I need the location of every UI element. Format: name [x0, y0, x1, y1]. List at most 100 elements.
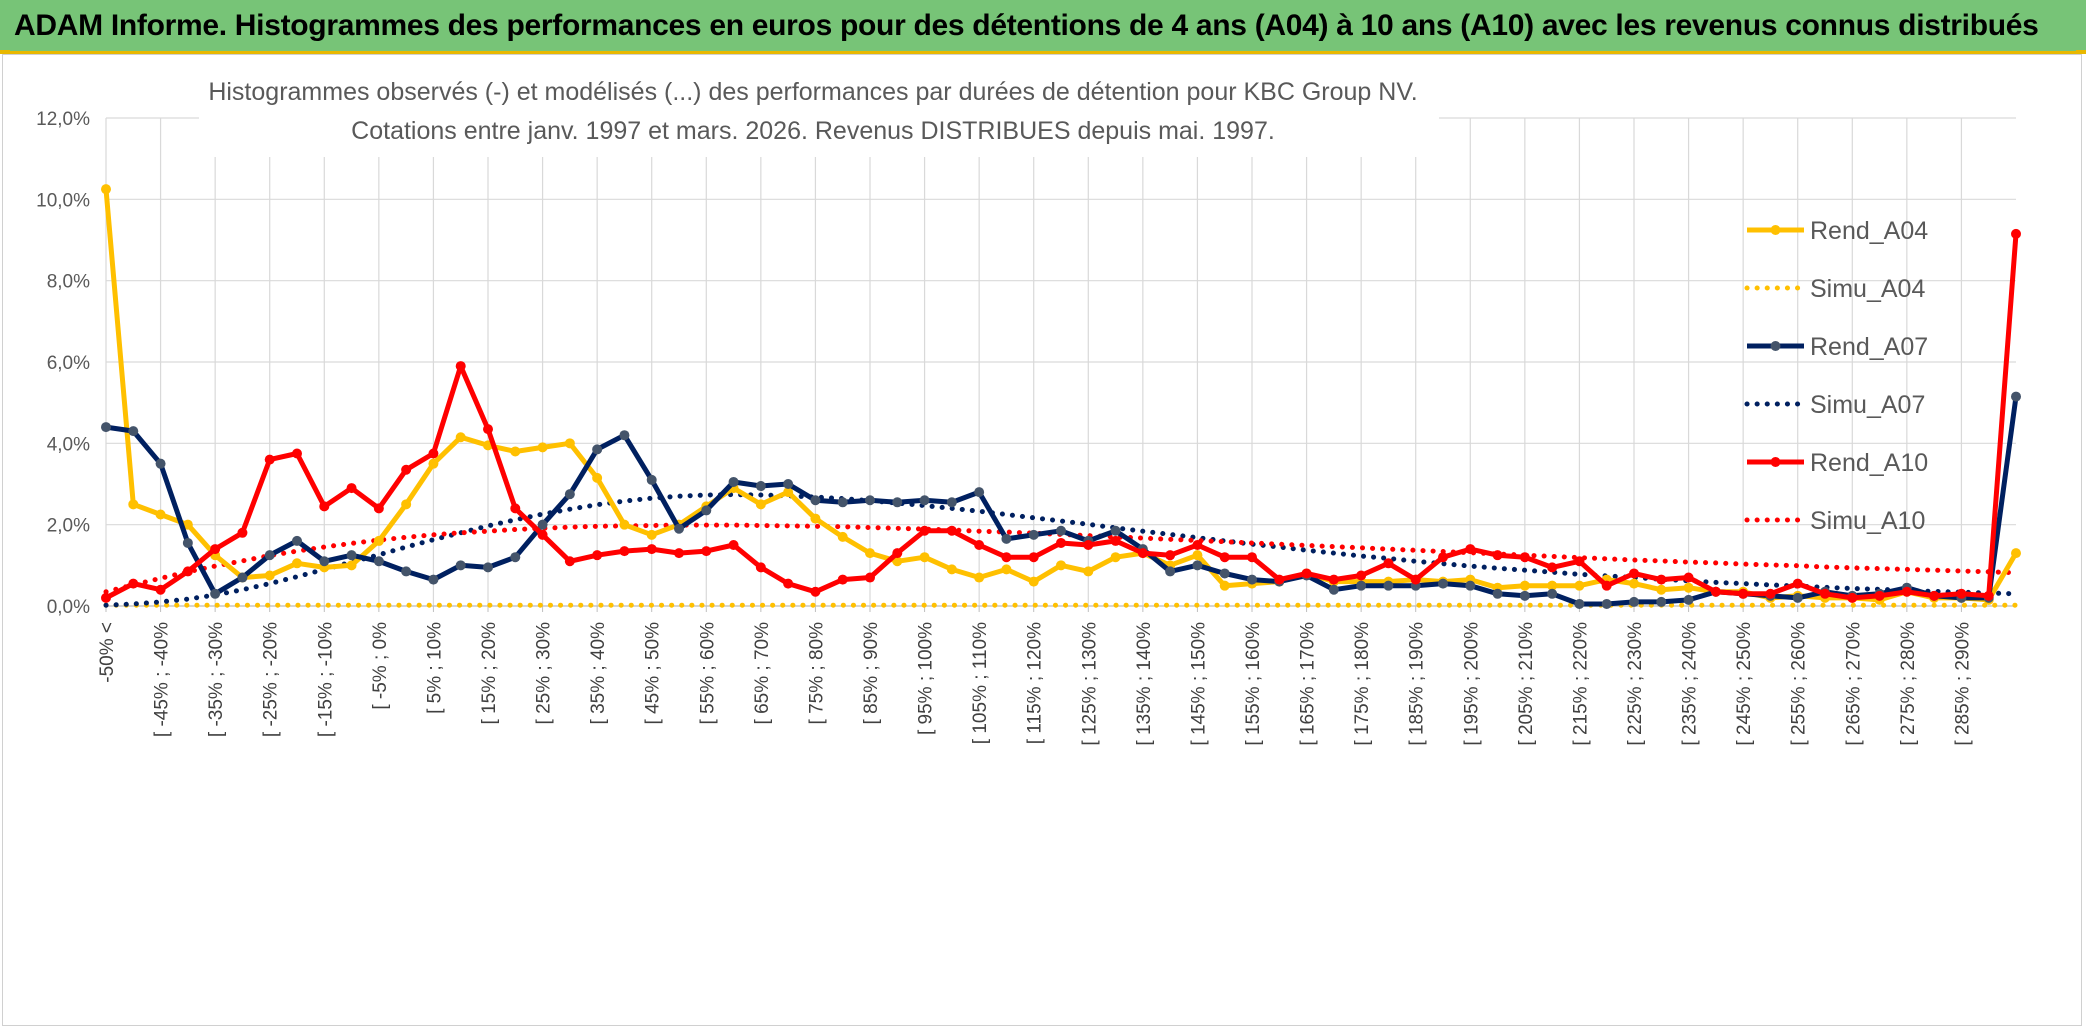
- data-point-rend-a04: [1192, 550, 1203, 561]
- data-point-rend-a04: [101, 184, 111, 195]
- data-point-rend-a10: [1247, 552, 1257, 563]
- x-tick-label: [ 185% ; 190%: [1407, 622, 1428, 746]
- data-point-rend-a10: [728, 540, 739, 550]
- data-point-rend-a07: [592, 444, 603, 455]
- data-point-rend-a04: [264, 570, 275, 581]
- data-point-rend-a04: [401, 499, 412, 510]
- x-tick-label: [ 105% ; 110%: [970, 622, 991, 744]
- data-point-rend-a10: [1656, 574, 1667, 585]
- data-point-rend-a10: [1110, 535, 1121, 546]
- data-point-rend-a04: [428, 458, 439, 469]
- data-point-rend-a07: [373, 556, 384, 567]
- data-point-rend-a10: [455, 361, 466, 372]
- data-point-rend-a04: [783, 487, 794, 498]
- x-tick-label: [ 5% ; 10%: [424, 622, 445, 714]
- x-tick-label: [ 265% ; 270%: [1843, 622, 1864, 746]
- data-point-rend-a04: [592, 472, 603, 483]
- data-point-rend-a10: [237, 527, 248, 538]
- data-point-rend-a10: [101, 592, 111, 603]
- legend-marker-rend-a10: [1770, 457, 1781, 467]
- data-point-rend-a07: [837, 497, 848, 508]
- data-point-rend-a10: [510, 503, 521, 514]
- data-point-rend-a10: [810, 586, 821, 597]
- x-tick-label: [ 125% ; 130%: [1079, 622, 1100, 746]
- data-point-rend-a10: [1956, 588, 1967, 599]
- data-point-rend-a10: [1629, 568, 1639, 579]
- data-point-rend-a10: [1137, 548, 1148, 559]
- data-point-rend-a07: [1519, 590, 1530, 601]
- x-tick-label: [ 45% ; 50%: [643, 622, 664, 725]
- data-point-rend-a07: [1574, 598, 1585, 609]
- data-point-rend-a10: [946, 525, 957, 536]
- data-point-rend-a04: [1547, 580, 1558, 591]
- data-point-rend-a04: [1519, 580, 1530, 591]
- x-tick-label: [ -5% ; 0%: [370, 622, 391, 710]
- data-point-rend-a07: [155, 458, 166, 469]
- x-tick-label: [ 25% ; 30%: [534, 622, 555, 725]
- data-point-rend-a10: [1328, 574, 1339, 585]
- data-point-rend-a10: [865, 572, 875, 583]
- x-tick-label: [ -35% ; -30%: [206, 622, 227, 737]
- legend-label-simu-a07: Simu_A07: [1810, 391, 1925, 419]
- data-point-rend-a07: [182, 537, 193, 548]
- data-point-rend-a10: [401, 464, 412, 475]
- data-point-rend-a07: [755, 481, 766, 492]
- x-tick-label: [ 275% ; 280%: [1898, 622, 1919, 746]
- data-point-rend-a07: [264, 550, 275, 561]
- data-point-rend-a07: [646, 474, 657, 485]
- data-point-rend-a10: [2011, 228, 2021, 239]
- data-point-rend-a04: [537, 442, 548, 453]
- data-point-rend-a10: [1983, 590, 1994, 601]
- data-point-rend-a10: [1492, 550, 1503, 561]
- data-point-rend-a10: [210, 544, 221, 555]
- data-point-rend-a04: [1083, 566, 1094, 577]
- y-tick-label: 12,0%: [36, 109, 90, 130]
- data-point-rend-a07: [292, 535, 302, 546]
- x-tick-label: [ -25% ; -20%: [261, 622, 282, 737]
- data-point-rend-a10: [182, 566, 193, 577]
- data-point-rend-a04: [1656, 584, 1667, 595]
- data-point-rend-a07: [1165, 566, 1176, 577]
- chart-frame: 0,0% 2,0% 4,0% 6,0% 8,0% 10,0% 12,0% -50% < [ -4…: [2, 54, 2082, 1026]
- x-tick-label: [ 155% ; 160%: [1243, 622, 1264, 746]
- data-point-rend-a04: [1629, 578, 1639, 589]
- y-tick-label: 4,0%: [47, 434, 90, 455]
- data-point-rend-a10: [1601, 580, 1612, 591]
- data-point-rend-a04: [292, 558, 302, 569]
- data-point-rend-a07: [783, 479, 794, 489]
- data-point-rend-a04: [1056, 560, 1066, 571]
- data-point-rend-a04: [373, 535, 384, 546]
- data-point-rend-a10: [1274, 574, 1285, 585]
- data-point-rend-a10: [974, 540, 985, 550]
- data-point-rend-a07: [1110, 525, 1121, 536]
- data-point-rend-a10: [1165, 550, 1176, 561]
- data-point-rend-a10: [1683, 572, 1694, 583]
- data-point-rend-a10: [128, 578, 139, 589]
- series-line-simu-a07: [103, 492, 2019, 608]
- data-point-rend-a10: [1356, 570, 1367, 581]
- data-point-rend-a07: [865, 495, 875, 506]
- data-point-rend-a10: [674, 548, 684, 559]
- y-tick-label: 8,0%: [47, 272, 90, 293]
- data-point-rend-a10: [537, 529, 548, 540]
- header-banner: ADAM Informe. Histogrammes des performan…: [0, 0, 2086, 54]
- axes: 0,0% 2,0% 4,0% 6,0% 8,0% 10,0% 12,0% -50% < [ -4…: [36, 109, 2016, 746]
- data-point-rend-a04: [1001, 564, 1012, 575]
- data-point-rend-a07: [319, 556, 330, 567]
- data-point-rend-a10: [155, 584, 166, 595]
- data-point-rend-a10: [1929, 590, 1940, 601]
- legend: Rend_A04 Simu_A04 Rend_A07 Simu_A07 Rend_A10…: [1744, 217, 1928, 535]
- data-point-rend-a04: [1683, 582, 1694, 593]
- data-point-rend-a10: [1465, 544, 1476, 555]
- x-tick-label: [ 75% ; 80%: [806, 622, 827, 725]
- y-tick-label: 2,0%: [47, 516, 90, 537]
- data-point-rend-a07: [619, 430, 630, 441]
- data-point-rend-a07: [1383, 580, 1394, 591]
- legend-label-rend-a07: Rend_A07: [1810, 333, 1928, 361]
- data-point-rend-a07: [210, 588, 221, 599]
- x-tick-label: -50% <: [97, 622, 118, 683]
- chart-subtitle: Cotations entre janv. 1997 et mars. 2026…: [351, 117, 1275, 145]
- data-point-rend-a10: [1301, 568, 1312, 579]
- data-point-rend-a07: [1192, 560, 1203, 571]
- data-point-rend-a07: [510, 552, 521, 563]
